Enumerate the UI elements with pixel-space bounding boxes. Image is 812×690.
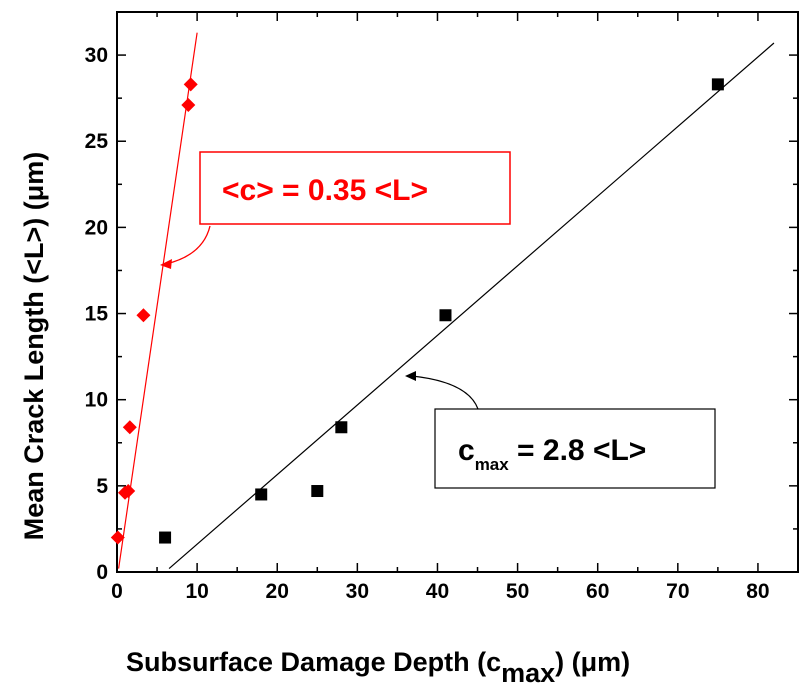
x-tick-label: 50 <box>506 580 529 603</box>
data-point-square <box>335 421 348 434</box>
x-tick-label: 60 <box>586 580 609 603</box>
y-tick-label: 25 <box>85 130 109 153</box>
data-point-square <box>439 309 452 322</box>
red-annotation-arrowhead <box>160 259 172 269</box>
red-annotation-arrow <box>165 225 211 265</box>
data-point-square <box>311 485 324 498</box>
x-tick-label: 30 <box>346 580 369 603</box>
y-tick-label: 20 <box>85 216 108 239</box>
red-annotation-box <box>199 151 511 225</box>
y-tick-label: 15 <box>85 303 109 326</box>
x-tick-label: 20 <box>266 580 289 603</box>
black-annotation-rest: = 2.8 <L> <box>509 434 647 467</box>
x-tick-label: 0 <box>111 580 123 603</box>
data-point-diamond <box>181 98 196 113</box>
black-annotation-arrow <box>411 375 479 410</box>
data-point-diamond <box>110 530 125 545</box>
black-annotation-arrowhead <box>405 371 416 381</box>
black-annotation-main: c <box>458 434 475 467</box>
y-tick-label: 0 <box>96 561 108 584</box>
black-annotation: cmax = 2.8 <L> <box>405 371 716 489</box>
data-markers <box>110 77 724 545</box>
black-annotation-text: cmax = 2.8 <L> <box>458 434 646 474</box>
y-axis-title: Mean Crack Length (<L>) (μm) <box>19 152 49 541</box>
x-tick-label: 70 <box>666 580 689 603</box>
y-tick-label: 10 <box>85 389 108 412</box>
y-tick-label: 5 <box>96 475 108 498</box>
x-axis-title-sub: max <box>501 658 555 688</box>
data-point-diamond <box>183 77 198 92</box>
red-annotation: <c> = 0.35 <L> <box>160 151 511 269</box>
fit-lines <box>118 32 775 570</box>
data-point-diamond <box>122 420 137 435</box>
data-point-square <box>255 488 268 501</box>
x-axis-title: Subsurface Damage Depth (cmax) (μm) <box>126 647 630 688</box>
x-axis-title-unit: ) (μm) <box>555 647 630 677</box>
data-point-square <box>159 531 172 544</box>
data-point-diamond <box>121 484 136 499</box>
black-annotation-sub: max <box>475 455 510 474</box>
fit-line-1 <box>168 42 775 570</box>
axes-layer: 0 10 20 30 40 50 60 70 80 0 5 10 15 20 25 30 <box>85 11 799 603</box>
fit-line-0 <box>118 32 198 569</box>
red-annotation-text: <c> = 0.35 <L> <box>222 174 428 207</box>
data-point-diamond <box>136 308 151 323</box>
x-axis-title-main: Subsurface Damage Depth (c <box>126 647 501 677</box>
x-tick-label: 10 <box>185 580 208 603</box>
x-tick-label: 40 <box>426 580 449 603</box>
y-tick-label: 30 <box>85 44 108 67</box>
plot-frame <box>116 11 799 573</box>
data-point-square <box>711 78 724 91</box>
x-tick-label: 80 <box>746 580 769 603</box>
black-annotation-box <box>434 408 716 489</box>
